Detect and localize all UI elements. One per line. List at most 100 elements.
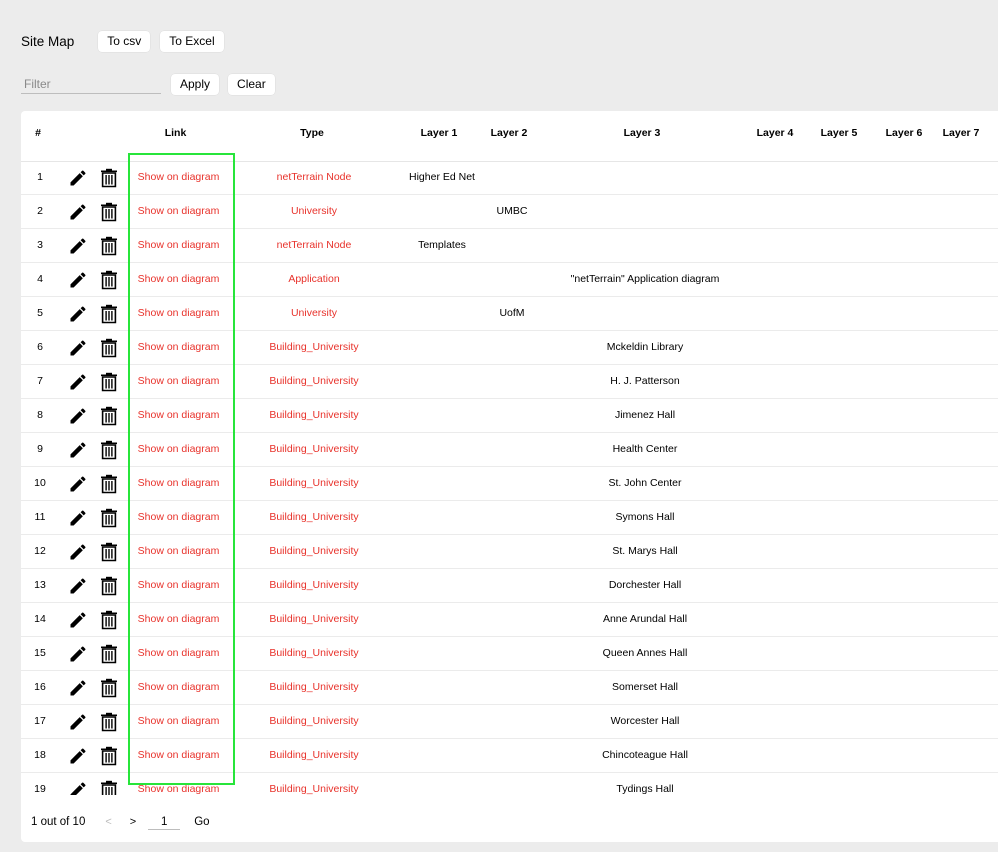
type-cell: Building_University — [269, 647, 359, 659]
show-on-diagram-link[interactable]: Show on diagram — [137, 783, 220, 795]
type-cell: Building_University — [269, 443, 359, 455]
trash-icon[interactable] — [99, 678, 119, 698]
show-on-diagram-link[interactable]: Show on diagram — [137, 477, 220, 489]
pencil-icon[interactable] — [68, 474, 88, 494]
type-cell: netTerrain Node — [276, 239, 352, 251]
layer1-cell — [391, 297, 493, 330]
pencil-icon[interactable] — [68, 712, 88, 732]
trash-icon[interactable] — [99, 236, 119, 256]
table-row: 6 Show on diagram Building_University Mckel… — [21, 331, 998, 365]
pencil-icon[interactable] — [68, 678, 88, 698]
layer2-cell — [482, 161, 542, 194]
trash-icon[interactable] — [99, 168, 119, 188]
col-header-layer1: Layer 1 — [420, 127, 458, 139]
trash-icon[interactable] — [99, 338, 119, 358]
layer2-cell — [482, 263, 542, 296]
show-on-diagram-link[interactable]: Show on diagram — [137, 443, 220, 455]
pencil-icon[interactable] — [68, 270, 88, 290]
table-row: 16 Show on diagram Building_University Some… — [21, 671, 998, 705]
pencil-icon[interactable] — [68, 644, 88, 664]
show-on-diagram-link[interactable]: Show on diagram — [137, 239, 220, 251]
trash-icon[interactable] — [99, 372, 119, 392]
prev-page-button[interactable]: < — [105, 816, 112, 828]
to-csv-button[interactable]: To csv — [98, 30, 151, 52]
row-number: 1 — [37, 171, 43, 183]
trash-icon[interactable] — [99, 304, 119, 324]
col-header-layer6: Layer 6 — [885, 127, 923, 139]
show-on-diagram-link[interactable]: Show on diagram — [137, 613, 220, 625]
layer2-cell — [482, 467, 542, 500]
pencil-icon[interactable] — [68, 576, 88, 596]
pencil-icon[interactable] — [68, 508, 88, 528]
table-body: 1 Show on diagram netTerrain Node Higher Ed… — [21, 161, 998, 795]
trash-icon[interactable] — [99, 644, 119, 664]
row-number: 7 — [37, 375, 43, 387]
col-header-layer7: Layer 7 — [942, 127, 980, 139]
layer3-cell — [545, 195, 745, 228]
clear-button[interactable]: Clear — [228, 74, 275, 95]
layer1-cell — [391, 535, 493, 568]
pencil-icon[interactable] — [68, 746, 88, 766]
show-on-diagram-link[interactable]: Show on diagram — [137, 647, 220, 659]
go-button[interactable]: Go — [194, 816, 210, 828]
type-cell: Application — [288, 273, 340, 285]
show-on-diagram-link[interactable]: Show on diagram — [137, 273, 220, 285]
layer1-cell — [391, 399, 493, 432]
layer3-cell: H. J. Patterson — [610, 375, 680, 387]
show-on-diagram-link[interactable]: Show on diagram — [137, 579, 220, 591]
trash-icon[interactable] — [99, 508, 119, 528]
show-on-diagram-link[interactable]: Show on diagram — [137, 715, 220, 727]
trash-icon[interactable] — [99, 406, 119, 426]
trash-icon[interactable] — [99, 610, 119, 630]
pencil-icon[interactable] — [68, 406, 88, 426]
table-header: # Link Type Layer 1 Layer 2 Layer 3 Laye… — [21, 111, 998, 162]
page-status: 1 out of 10 — [31, 816, 86, 828]
type-cell: Building_University — [269, 613, 359, 625]
pencil-icon[interactable] — [68, 202, 88, 222]
table-row: 3 Show on diagram netTerrain Node Templates — [21, 229, 998, 263]
layer2-cell — [482, 501, 542, 534]
pencil-icon[interactable] — [68, 440, 88, 460]
pencil-icon[interactable] — [68, 610, 88, 630]
pencil-icon[interactable] — [68, 168, 88, 188]
show-on-diagram-link[interactable]: Show on diagram — [137, 511, 220, 523]
show-on-diagram-link[interactable]: Show on diagram — [137, 681, 220, 693]
pencil-icon[interactable] — [68, 780, 88, 795]
layer3-cell: "netTerrain" Application diagram — [570, 273, 720, 285]
pencil-icon[interactable] — [68, 542, 88, 562]
show-on-diagram-link[interactable]: Show on diagram — [137, 341, 220, 353]
row-number: 18 — [34, 749, 46, 761]
show-on-diagram-link[interactable]: Show on diagram — [137, 205, 220, 217]
table-row: 17 Show on diagram Building_University Worc… — [21, 705, 998, 739]
trash-icon[interactable] — [99, 440, 119, 460]
trash-icon[interactable] — [99, 746, 119, 766]
show-on-diagram-link[interactable]: Show on diagram — [137, 307, 220, 319]
filter-input[interactable] — [21, 75, 161, 94]
pencil-icon[interactable] — [68, 338, 88, 358]
trash-icon[interactable] — [99, 780, 119, 795]
pencil-icon[interactable] — [68, 304, 88, 324]
show-on-diagram-link[interactable]: Show on diagram — [137, 545, 220, 557]
trash-icon[interactable] — [99, 202, 119, 222]
to-excel-button[interactable]: To Excel — [160, 30, 224, 52]
col-header-layer5: Layer 5 — [820, 127, 858, 139]
table-row: 15 Show on diagram Building_University Quee… — [21, 637, 998, 671]
trash-icon[interactable] — [99, 542, 119, 562]
pencil-icon[interactable] — [68, 372, 88, 392]
next-page-button[interactable]: > — [129, 816, 137, 828]
pencil-icon[interactable] — [68, 236, 88, 256]
apply-button[interactable]: Apply — [171, 74, 220, 95]
show-on-diagram-link[interactable]: Show on diagram — [137, 409, 220, 421]
trash-icon[interactable] — [99, 576, 119, 596]
layer1-cell — [391, 365, 493, 398]
trash-icon[interactable] — [99, 712, 119, 732]
row-number: 9 — [37, 443, 43, 455]
page-number-input[interactable] — [148, 814, 181, 830]
layer3-cell: Chincoteague Hall — [602, 749, 688, 761]
show-on-diagram-link[interactable]: Show on diagram — [137, 749, 220, 761]
trash-icon[interactable] — [99, 474, 119, 494]
show-on-diagram-link[interactable]: Show on diagram — [137, 375, 220, 387]
trash-icon[interactable] — [99, 270, 119, 290]
filter-bar: Apply Clear — [21, 74, 284, 95]
show-on-diagram-link[interactable]: Show on diagram — [137, 171, 220, 183]
